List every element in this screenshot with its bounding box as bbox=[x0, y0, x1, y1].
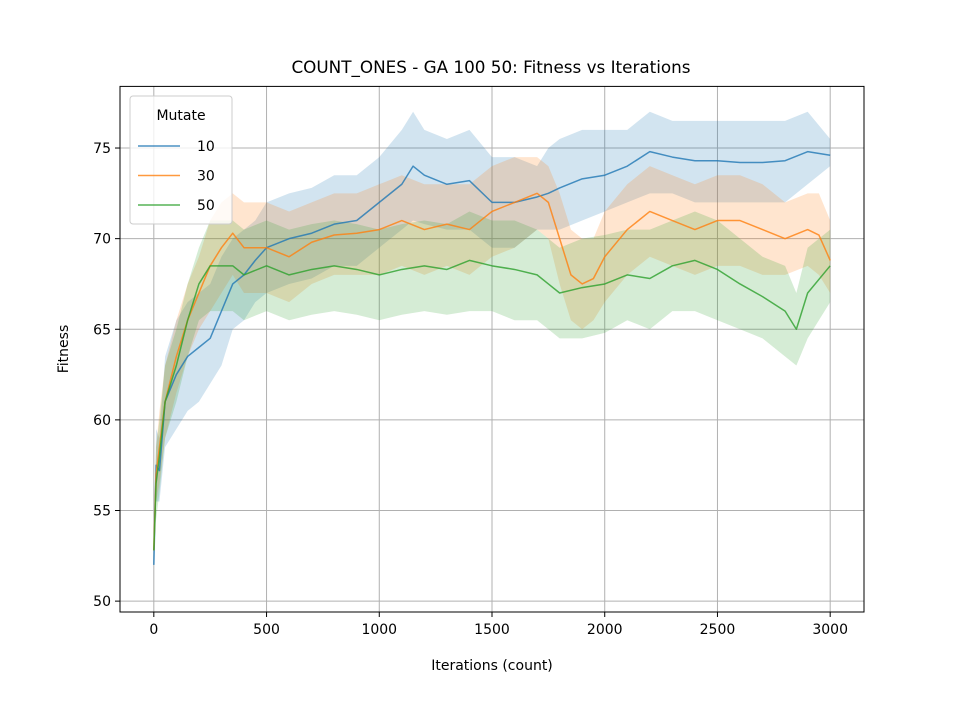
grid-lines bbox=[120, 86, 864, 612]
legend-label-10: 10 bbox=[197, 139, 215, 155]
y-tick-label: 60 bbox=[93, 413, 111, 429]
x-tick-label: 0 bbox=[149, 622, 158, 638]
legend: Mutate 10 30 50 bbox=[129, 95, 233, 225]
y-tick-label: 55 bbox=[93, 504, 111, 520]
x-tick-label: 2500 bbox=[700, 622, 736, 638]
legend-label-30: 30 bbox=[197, 169, 215, 185]
y-axis-label: Fitness bbox=[56, 325, 72, 374]
band-series-10 bbox=[153, 111, 831, 565]
x-axis-label: Iterations (count) bbox=[431, 658, 553, 674]
x-tick-label: 500 bbox=[253, 622, 280, 638]
x-tick-label: 1000 bbox=[361, 622, 397, 638]
band-series-50 bbox=[153, 211, 831, 551]
y-tick-label: 50 bbox=[93, 594, 111, 610]
line-series-30 bbox=[153, 192, 831, 551]
legend-label-50: 50 bbox=[197, 198, 215, 214]
legend-box bbox=[129, 95, 233, 225]
legend-entries: 10 30 50 bbox=[138, 139, 215, 214]
band-series-30 bbox=[153, 157, 831, 551]
x-tick-label: 1500 bbox=[474, 622, 510, 638]
confidence-bands bbox=[153, 111, 831, 565]
line-series-50 bbox=[153, 259, 831, 551]
legend-title: Mutate bbox=[156, 108, 205, 124]
chart-title: COUNT_ONES - GA 100 50: Fitness vs Itera… bbox=[291, 57, 690, 78]
x-tick-label: 2000 bbox=[587, 622, 623, 638]
y-tick-label: 75 bbox=[93, 141, 111, 157]
y-axis-ticks: 50 55 60 65 70 75 bbox=[93, 141, 120, 610]
x-axis-ticks: 0 500 1000 1500 2000 2500 3000 bbox=[149, 612, 848, 638]
y-tick-label: 65 bbox=[93, 322, 111, 338]
x-tick-label: 3000 bbox=[812, 622, 848, 638]
y-tick-label: 70 bbox=[93, 232, 111, 248]
line-series-10 bbox=[153, 150, 831, 565]
series-lines bbox=[153, 150, 831, 565]
